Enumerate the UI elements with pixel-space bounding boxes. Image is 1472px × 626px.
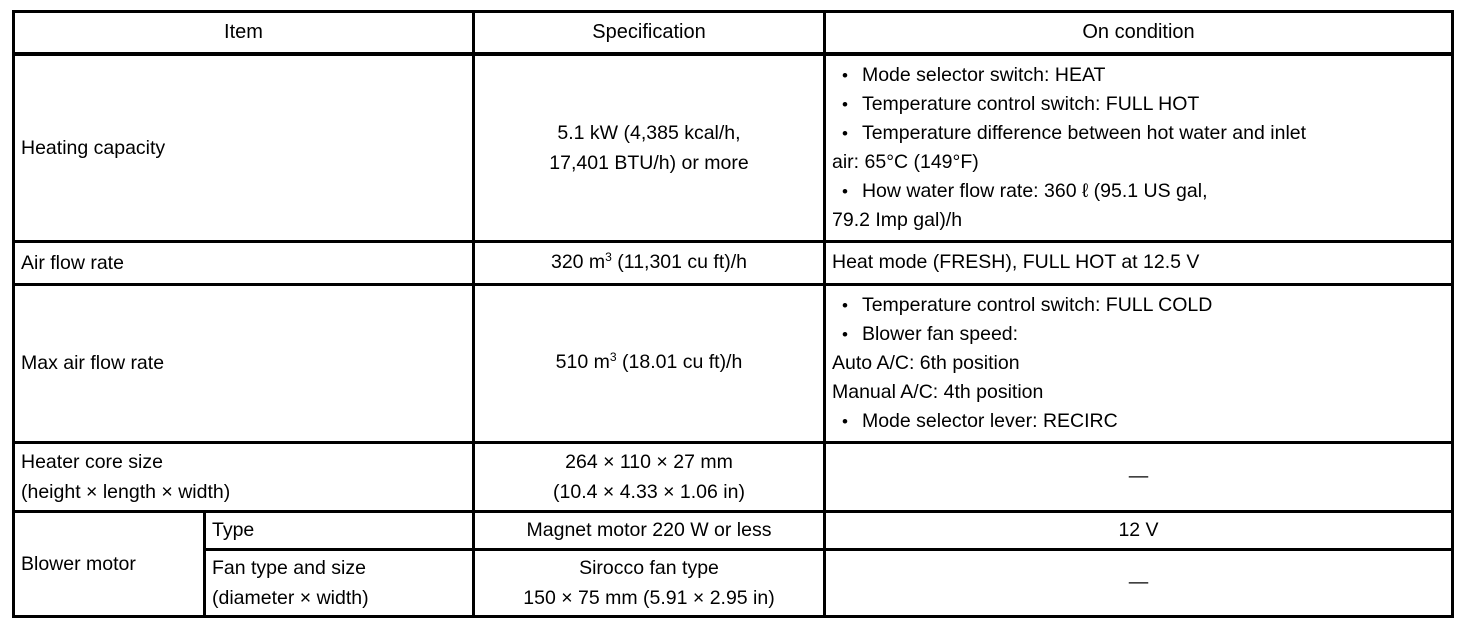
row-blower-motor-fan: Fan type and size (diameter × width) Sir… [14, 547, 1454, 618]
condition-text: Mode selector switch: HEAT [861, 63, 1106, 86]
condition-text: How water flow rate: 360 ℓ (95.1 US gal, [861, 179, 1208, 202]
condition-text: Blower fan speed: [861, 322, 1019, 345]
spec-line: 150 × 75 mm (5.91 × 2.95 in) [523, 586, 775, 609]
cell-air-flow-rate-item: Air flow rate [12, 239, 475, 286]
header-item: Item [12, 10, 475, 56]
cell-blower-motor-group: Blower motor [12, 509, 206, 618]
condition-text: Auto A/C: 6th position [832, 351, 1020, 374]
cell-heater-core-size-item: Heater core size (height × length × widt… [12, 440, 475, 513]
cell-heater-core-size-condition: — [823, 440, 1454, 513]
cell-blower-motor-type-item: Type [203, 509, 475, 551]
spec-line: 5.1 kW (4,385 kcal/h, [557, 121, 741, 144]
cell-max-air-flow-rate-spec: 510 m3 (18.01 cu ft)/h [472, 282, 826, 444]
cell-blower-motor-type-condition: 12 V [823, 509, 1454, 551]
cell-blower-motor-fan-item: Fan type and size (diameter × width) [203, 547, 475, 618]
condition-line: 79.2 Imp gal)/h [832, 206, 1445, 235]
condition-line: Manual A/C: 4th position [832, 378, 1445, 407]
header-row: Item Specification On condition [12, 10, 1454, 56]
spec-line: Sirocco fan type [579, 556, 719, 579]
condition-line: air: 65°C (149°F) [832, 148, 1445, 177]
condition-text: air: 65°C (149°F) [832, 150, 979, 173]
cell-blower-motor-type-spec: Magnet motor 220 W or less [472, 509, 826, 551]
condition-line: Heat mode (FRESH), FULL HOT at 12.5 V [832, 248, 1445, 277]
bullet-icon: • [842, 411, 848, 431]
condition-text: Temperature difference between hot water… [861, 121, 1307, 144]
spec-line: 17,401 BTU/h) or more [549, 151, 749, 174]
spec-text: (18.01 cu ft)/h [616, 351, 743, 373]
bullet-icon: • [842, 123, 848, 143]
condition-text: Mode selector lever: RECIRC [861, 409, 1118, 432]
header-specification: Specification [472, 10, 826, 56]
condition-line: Auto A/C: 6th position [832, 349, 1445, 378]
bullet-icon: • [842, 295, 848, 315]
condition-text: Temperature control switch: FULL COLD [861, 293, 1213, 316]
cell-air-flow-rate-condition: Heat mode (FRESH), FULL HOT at 12.5 V [823, 239, 1454, 286]
item-label: Air flow rate [21, 251, 124, 274]
condition-dash: — [1128, 465, 1149, 487]
condition-line: • Temperature difference between hot wate… [832, 119, 1445, 148]
cell-heater-core-size-spec: 264 × 110 × 27 mm (10.4 × 4.33 × 1.06 in… [472, 440, 826, 513]
item-group-label: Blower motor [21, 552, 136, 575]
condition-text: 12 V [1118, 518, 1159, 541]
cell-heating-capacity-item: Heating capacity [12, 52, 475, 243]
cell-air-flow-rate-spec: 320 m3 (11,301 cu ft)/h [472, 239, 826, 286]
condition-text: Manual A/C: 4th position [832, 380, 1044, 403]
row-blower-motor-type: Blower motor Type Magnet motor 220 W or … [12, 509, 1454, 618]
bullet-icon: • [842, 324, 848, 344]
condition-line: • Mode selector switch: HEAT [832, 61, 1445, 90]
cell-max-air-flow-rate-condition: • Temperature control switch: FULL COLD •… [823, 282, 1454, 444]
item-line: Heater core size [21, 450, 163, 473]
condition-line: • Temperature control switch: FULL COLD [832, 291, 1445, 320]
superscript-3: 3 [605, 249, 612, 264]
cell-blower-motor-fan-spec: Sirocco fan type 150 × 75 mm (5.91 × 2.9… [472, 547, 826, 618]
condition-text: Heat mode (FRESH), FULL HOT at 12.5 V [832, 251, 1200, 273]
item-line: (height × length × width) [21, 480, 231, 503]
row-air-flow-rate: Air flow rate 320 m3 (11,301 cu ft)/h He… [12, 239, 1454, 286]
item-line: Fan type and size [212, 556, 366, 579]
spec-text: Magnet motor 220 W or less [526, 519, 772, 541]
superscript-3: 3 [609, 350, 617, 365]
spec-line: (10.4 × 4.33 × 1.06 in) [553, 480, 745, 503]
cell-blower-motor-fan-condition: — [823, 547, 1454, 618]
heater-blower-spec-table: Item Specification On condition Heating … [12, 10, 1454, 618]
condition-line: • Temperature control switch: FULL HOT [832, 90, 1445, 119]
header-on-condition: On condition [823, 10, 1454, 56]
bullet-icon: • [842, 94, 848, 114]
condition-line: • Mode selector lever: RECIRC [832, 407, 1445, 436]
item-line: (diameter × width) [212, 586, 369, 609]
row-max-air-flow-rate: Max air flow rate 510 m3 (18.01 cu ft)/h… [12, 282, 1454, 444]
condition-dash: — [1128, 571, 1149, 593]
spec-text: 510 m [555, 351, 610, 373]
row-heating-capacity: Heating capacity 5.1 kW (4,385 kcal/h, 1… [12, 52, 1454, 243]
bullet-icon: • [842, 65, 848, 85]
cell-max-air-flow-rate-item: Max air flow rate [12, 282, 475, 444]
item-label: Type [212, 519, 255, 541]
spec-text: 320 m [550, 250, 606, 273]
spec-line: 264 × 110 × 27 mm [565, 450, 733, 473]
condition-line: • How water flow rate: 360 ℓ (95.1 US gal… [832, 177, 1445, 206]
condition-line: • Blower fan speed: [832, 320, 1445, 349]
spec-text: (11,301 cu ft)/h [611, 250, 748, 273]
item-label: Max air flow rate [21, 352, 165, 374]
row-heater-core-size: Heater core size (height × length × widt… [12, 440, 1454, 513]
condition-text: Temperature control switch: FULL HOT [861, 92, 1200, 115]
cell-heating-capacity-spec: 5.1 kW (4,385 kcal/h, 17,401 BTU/h) or m… [472, 52, 826, 243]
cell-heating-capacity-condition: • Mode selector switch: HEAT • Temperature… [823, 52, 1454, 243]
condition-text: 79.2 Imp gal)/h [832, 208, 963, 231]
bullet-icon: • [842, 181, 848, 201]
item-label: Heating capacity [21, 136, 166, 159]
